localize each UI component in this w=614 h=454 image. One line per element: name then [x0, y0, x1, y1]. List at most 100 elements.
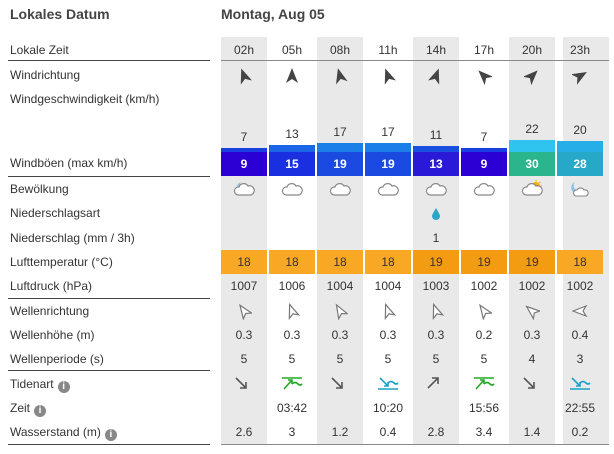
divider — [8, 370, 210, 371]
precip-value: 1 — [432, 231, 440, 245]
pressure-value: 1002 — [566, 279, 594, 293]
column-shade — [221, 37, 267, 445]
gust-value: 19 — [317, 152, 363, 176]
label-pressure: Luftdruck (hPa) — [10, 279, 93, 293]
wind-speed-bar — [557, 141, 603, 152]
tide-time-value: 03:42 — [276, 401, 308, 415]
label-air-temp: Lufttemperatur (°C) — [10, 255, 113, 269]
local-date-heading: Lokales Datum — [10, 6, 110, 22]
wind-speed-bar — [509, 139, 555, 152]
info-icon[interactable]: i — [57, 381, 70, 393]
divider — [8, 444, 210, 445]
divider — [221, 444, 609, 445]
hour-label: 11h — [378, 43, 398, 57]
wind-speed-value: 7 — [480, 130, 488, 145]
label-precip-type: Niederschlagsart — [10, 206, 101, 220]
cloud-icon — [473, 183, 495, 196]
gust-value: 9 — [221, 152, 267, 176]
falling-arrow-icon — [235, 377, 247, 389]
falling-arrow-icon — [331, 377, 343, 389]
air-temp-value: 18 — [269, 250, 315, 274]
info-icon[interactable]: i — [34, 405, 47, 417]
label-wind-speed: Windgeschwindigkeit (km/h) — [10, 92, 160, 106]
wind-speed-value: 7 — [240, 130, 248, 145]
air-temp-value: 19 — [461, 250, 507, 274]
hour-label: 05h — [281, 43, 303, 57]
label-wind-direction: Windrichtung — [10, 68, 81, 82]
air-temp-value: 19 — [413, 250, 459, 274]
low-tide-icon — [570, 377, 591, 390]
air-temp-value: 18 — [557, 250, 603, 274]
wave-direction-arrow-icon — [479, 303, 492, 320]
label-wave-direction: Wellenrichtung — [10, 304, 90, 318]
water-level-value: 2.6 — [235, 425, 253, 439]
wave-direction-arrow-icon — [525, 305, 540, 320]
wave-height-value: 0.3 — [235, 328, 253, 342]
label-wave-height: Wellenhöhe (m) — [10, 328, 95, 342]
hour-label: 14h — [425, 43, 447, 57]
column-shade — [317, 37, 363, 445]
wave-period-value: 5 — [384, 352, 392, 366]
divider — [8, 298, 210, 299]
cloud-icon — [377, 183, 399, 196]
wind-speed-bar — [461, 148, 507, 152]
water-level-value: 1.2 — [331, 425, 349, 439]
air-temp-value: 18 — [365, 250, 411, 274]
wind-direction-arrow-icon — [428, 68, 440, 85]
pressure-value: 1002 — [518, 279, 546, 293]
wind-speed-bar — [269, 144, 315, 152]
water-level-value: 0.2 — [571, 425, 589, 439]
wind-speed-bar — [221, 148, 267, 152]
water-level-value: 1.4 — [523, 425, 541, 439]
gust-value: 13 — [413, 152, 459, 176]
tide-time-value: 10:20 — [372, 401, 404, 415]
wind-speed-bar — [365, 142, 411, 152]
info-icon[interactable]: i — [104, 429, 117, 441]
hour-label: 02h — [233, 43, 255, 57]
hour-label: 17h — [473, 43, 495, 57]
wave-height-value: 0.4 — [571, 328, 589, 342]
divider — [8, 60, 210, 61]
wave-height-value: 0.2 — [475, 328, 493, 342]
label-local-time: Lokale Zeit — [10, 43, 69, 57]
wind-direction-arrow-icon — [524, 70, 538, 85]
night-cloud-icon — [233, 182, 255, 196]
gust-value: 19 — [365, 152, 411, 176]
tide-time-value: 22:55 — [564, 401, 596, 415]
pressure-value: 1004 — [326, 279, 354, 293]
wave-direction-arrow-icon — [572, 304, 588, 318]
rising-arrow-icon — [427, 377, 439, 389]
high-tide-icon — [282, 377, 303, 390]
hour-label: 20h — [521, 43, 543, 57]
moon-cloud-icon — [571, 182, 589, 197]
gust-value: 28 — [557, 152, 603, 176]
pressure-value: 1003 — [422, 279, 450, 293]
wind-speed-value: 20 — [573, 123, 587, 137]
column-shade — [509, 37, 555, 445]
wind-direction-arrow-icon — [240, 68, 252, 85]
water-level-value: 0.4 — [379, 425, 397, 439]
wave-direction-arrow-icon — [432, 302, 444, 320]
divider — [221, 60, 609, 61]
cloud-icon — [329, 183, 351, 196]
wind-direction-arrow-icon — [572, 72, 587, 85]
wind-speed-value: 11 — [429, 127, 443, 142]
wave-height-value: 0.3 — [523, 328, 541, 342]
column-shade — [563, 37, 609, 445]
label-wave-period: Wellenperiode (s) — [10, 352, 104, 366]
wind-speed-value: 17 — [333, 124, 347, 139]
gust-value: 15 — [269, 152, 315, 176]
wave-period-value: 3 — [576, 352, 584, 366]
low-tide-icon — [378, 377, 399, 390]
wind-speed-bar — [317, 142, 363, 152]
wave-height-value: 0.3 — [283, 328, 301, 342]
falling-arrow-icon — [523, 377, 535, 389]
wave-period-value: 5 — [240, 352, 248, 366]
cloud-icon — [425, 183, 447, 196]
wave-period-value: 4 — [528, 352, 536, 366]
wind-speed-bar — [413, 145, 459, 152]
pressure-value: 1007 — [230, 279, 258, 293]
water-level-value: 3 — [288, 425, 296, 439]
tide-time-value: 15:56 — [468, 401, 500, 415]
wave-period-value: 5 — [480, 352, 488, 366]
